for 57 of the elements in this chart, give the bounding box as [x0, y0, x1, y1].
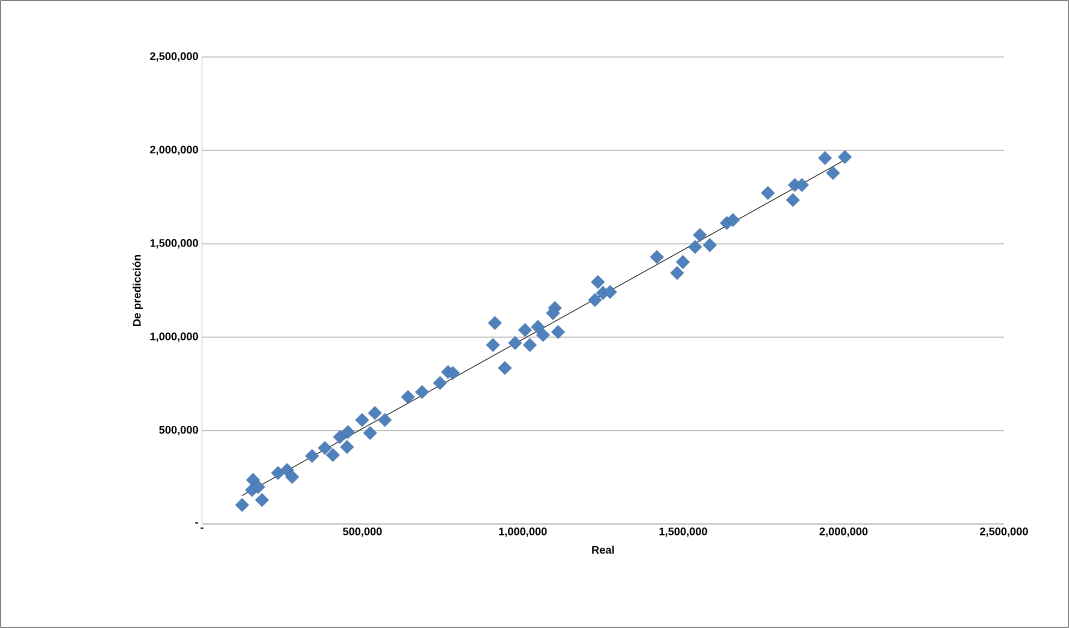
- point: [341, 425, 355, 440]
- point: [760, 186, 775, 200]
- point: [518, 323, 532, 338]
- y-tick-label: 2,000,000: [150, 145, 199, 156]
- point: [536, 328, 550, 342]
- point: [522, 338, 537, 352]
- point: [508, 336, 523, 350]
- point: [271, 466, 285, 480]
- y-tick-label: 500,000: [159, 425, 199, 436]
- point: [445, 366, 460, 380]
- point: [377, 413, 392, 427]
- point: [401, 390, 415, 404]
- x-tick-label: 2,500,000: [980, 527, 1028, 537]
- x-tick-label: -: [200, 527, 204, 529]
- x-tick-label: 1,500,000: [659, 527, 708, 537]
- point: [603, 285, 618, 299]
- point: [818, 151, 832, 165]
- point: [433, 376, 447, 390]
- point: [688, 240, 703, 254]
- point: [415, 384, 430, 399]
- y-axis-title: De predicción: [132, 254, 143, 326]
- y-tick-label: 1,000,000: [150, 332, 199, 342]
- y-tick-label: 1,500,000: [150, 239, 199, 249]
- point: [826, 166, 840, 180]
- point: [785, 193, 800, 208]
- point: [285, 469, 300, 484]
- point: [837, 149, 852, 164]
- point: [551, 325, 566, 339]
- y-tick-label: -: [195, 522, 199, 524]
- x-axis-title: Real: [592, 545, 614, 554]
- x-tick-label: 1,000,000: [499, 527, 547, 537]
- point: [235, 497, 250, 512]
- point: [367, 406, 382, 420]
- x-tick-label: 500,000: [342, 527, 382, 537]
- point: [305, 449, 319, 463]
- point: [692, 228, 707, 242]
- point: [702, 238, 717, 253]
- point: [251, 480, 266, 494]
- point: [794, 178, 809, 192]
- point: [255, 493, 269, 508]
- point: [675, 255, 690, 270]
- point: [317, 441, 332, 455]
- point: [590, 275, 605, 290]
- point: [497, 361, 512, 375]
- x-tick-label: 2,000,000: [819, 527, 868, 537]
- point: [355, 413, 370, 427]
- point: [670, 265, 685, 280]
- point: [340, 440, 354, 454]
- point: [325, 448, 340, 462]
- point: [487, 316, 502, 330]
- point: [546, 306, 560, 321]
- point: [588, 293, 602, 307]
- point: [363, 426, 378, 440]
- point: [649, 250, 664, 264]
- point: [486, 338, 500, 352]
- y-tick-label: 2,500,000: [150, 52, 199, 62]
- point: [725, 213, 740, 227]
